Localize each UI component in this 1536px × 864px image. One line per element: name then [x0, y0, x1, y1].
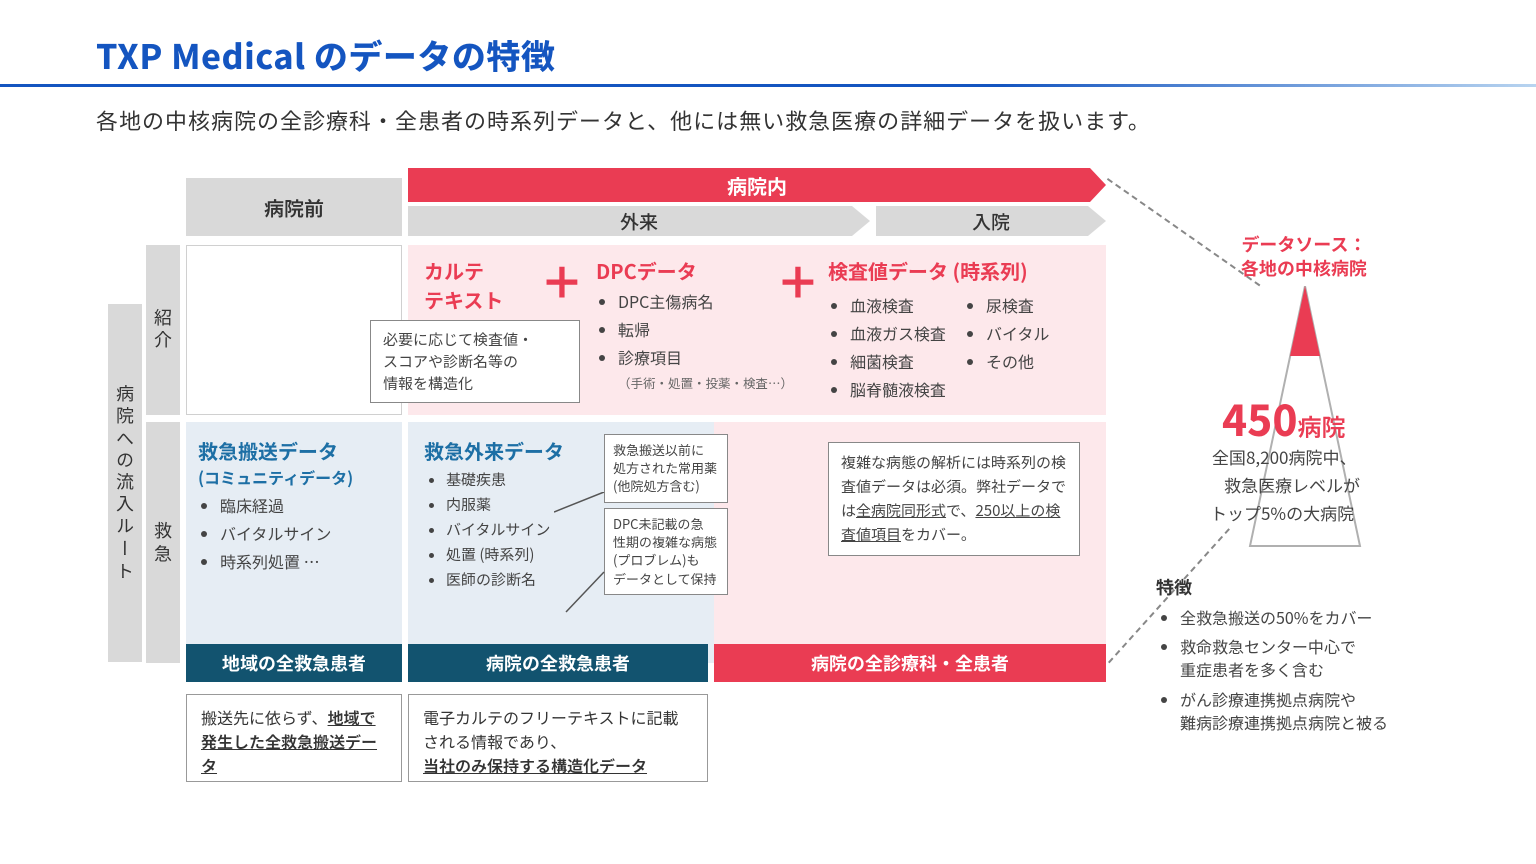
- note-meds: 救急搬送以前に 処方された常用薬 (他院処方含む): [604, 434, 728, 503]
- data-source-label: データソース： 各地の中核病院: [1194, 232, 1414, 281]
- features-list: 全救急搬送の50%をカバー 救命救急センター中心で 重症患者を多く含む がん診療…: [1160, 600, 1520, 740]
- transport-items: 臨床経過 バイタルサイン 時系列処置 …: [198, 493, 398, 573]
- banner-region-patients: 地域の全救急患者: [186, 644, 402, 682]
- lab-item: その他: [986, 349, 1049, 373]
- hospital-sub3: トップ5%の大病院: [1210, 500, 1354, 525]
- side-header-intro: 紹介: [146, 245, 180, 415]
- page-title: TXP Medical のデータの特徴: [96, 30, 555, 79]
- karte-title: カルテ テキスト: [424, 256, 544, 314]
- note-structured: 必要に応じて検査値・ スコアや診断名等の 情報を構造化: [370, 320, 580, 403]
- explanation-region: 搬送先に依らず、地域で発生した全救急搬送データ: [186, 694, 402, 782]
- lab-item: 血液検査: [850, 293, 946, 317]
- hospital-sub1: 全国8,200病院中、: [1212, 444, 1356, 469]
- dpc-item: 転帰: [618, 317, 793, 341]
- lab-items-left: 血液検査 血液ガス検査 細菌検査 脳脊髄液検査: [828, 289, 946, 405]
- expl2-pre: 電子カルテのフリーテキストに記載される情報であり、: [423, 705, 679, 753]
- feature-item: がん診療連携拠点病院や 難病診療連携拠点病院と被る: [1180, 688, 1520, 734]
- transport-item: バイタルサイン: [220, 521, 398, 545]
- dpc-title: DPCデータ: [596, 256, 793, 285]
- er-title: 救急外来データ: [424, 436, 614, 465]
- lab-item: 尿検査: [986, 293, 1049, 317]
- title-rule: [0, 84, 1536, 87]
- page-subtitle: 各地の中核病院の全診療科・全患者の時系列データと、他には無い救急医療の詳細データ…: [96, 104, 1151, 136]
- plus-icon: ＋: [776, 258, 820, 302]
- dpc-item: 診療項目: [618, 345, 793, 369]
- note-lab-end: をカバー。: [901, 524, 976, 545]
- lab-item: 脳脊髄液検査: [850, 377, 946, 401]
- tab-outpatient: 外来: [408, 206, 870, 236]
- note-lab-mid: で、: [946, 500, 975, 521]
- expl1-pre: 搬送先に依らず、: [201, 705, 328, 729]
- lab-item: バイタル: [986, 321, 1049, 345]
- connector-lines-icon: [554, 492, 614, 622]
- dpc-item: DPC主傷病名: [618, 289, 793, 313]
- transport-item: 時系列処置 …: [220, 549, 398, 573]
- hospital-count-unit: 病院: [1297, 408, 1345, 443]
- lab-item: 細菌検査: [850, 349, 946, 373]
- hospital-count: 450病院: [1222, 388, 1345, 449]
- explanation-structured: 電子カルテのフリーテキストに記載される情報であり、当社のみ保持する構造化データ: [408, 694, 708, 782]
- lab-item: 血液ガス検査: [850, 321, 946, 345]
- hospital-count-num: 450: [1222, 388, 1297, 449]
- feature-item: 全救急搬送の50%をカバー: [1180, 606, 1520, 629]
- note-lab-u1: 全病院同形式: [856, 500, 946, 521]
- banner-hospital-er-patients: 病院の全救急患者: [408, 644, 708, 682]
- transport-title: 救急搬送データ: [198, 436, 398, 465]
- side-header-emergency: 救急: [146, 422, 180, 663]
- plus-icon: ＋: [540, 258, 584, 302]
- er-item: 基礎疾患: [446, 469, 614, 490]
- hospital-sub2: 救急医療レベルが: [1224, 472, 1360, 497]
- side-header-route: 病院への流入ルート: [108, 304, 142, 662]
- tab-pre-hospital: 病院前: [186, 178, 402, 236]
- lab-title: 検査値データ (時系列): [828, 256, 1049, 285]
- note-problem: DPC未記載の急 性期の複雑な病態 (プロブレム)も データとして保持: [604, 508, 728, 595]
- tab-admission: 入院: [876, 206, 1106, 236]
- transport-item: 臨床経過: [220, 493, 398, 517]
- expl2-u: 当社のみ保持する構造化データ: [423, 753, 647, 777]
- side-header-intro-label: 紹介: [150, 308, 176, 352]
- feature-item: 救命救急センター中心で 重症患者を多く含む: [1180, 635, 1520, 681]
- banner-hospital-all-patients: 病院の全診療科・全患者: [714, 644, 1106, 682]
- side-header-route-label: 病院への流入ルート: [112, 384, 138, 582]
- lab-items-right: 尿検査 バイタル その他: [964, 289, 1049, 405]
- tab-in-hospital: 病院内: [408, 168, 1106, 202]
- dpc-fine: （手術・処置・投薬・検査…）: [618, 373, 793, 392]
- dpc-items: DPC主傷病名 転帰 診療項目: [596, 289, 793, 369]
- features-heading: 特徴: [1156, 574, 1192, 600]
- side-header-emergency-label: 救急: [150, 521, 176, 565]
- transport-subtitle: (コミュニティデータ): [198, 465, 398, 489]
- note-lab-coverage: 複雑な病態の解析には時系列の検査値データは必須。弊社データでは全病院同形式で、2…: [828, 442, 1080, 556]
